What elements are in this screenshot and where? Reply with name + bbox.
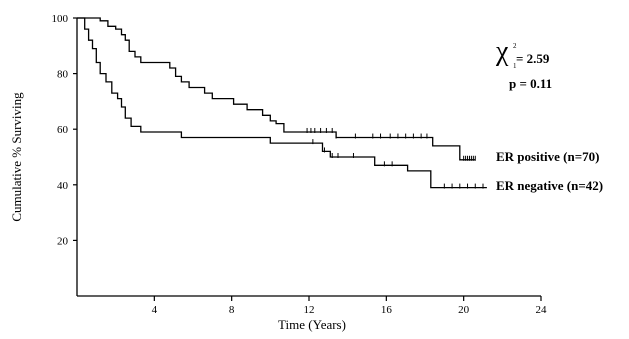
x-tick-label: 24 <box>536 304 548 316</box>
y-tick-label: 40 <box>57 180 69 192</box>
y-tick-label: 80 <box>57 69 69 81</box>
chi-square-subscript: 1 <box>513 62 517 70</box>
chi-square-symbol: χ <box>495 36 509 67</box>
chi-square-superscript: 2 <box>513 42 517 50</box>
x-tick-label: 12 <box>304 304 315 316</box>
y-axis-title: Cumulative % Surviving <box>9 92 24 222</box>
survival-curve-er-positive <box>77 17 476 161</box>
y-tick-label: 100 <box>52 13 69 25</box>
x-tick-label: 16 <box>381 304 393 316</box>
series-label-er-negative: ER negative (n=42) <box>496 178 603 193</box>
y-tick-label: 20 <box>57 235 69 247</box>
chi-square-value: = 2.59 <box>516 51 550 66</box>
survival-curve-er-negative <box>77 17 487 189</box>
p-value: p = 0.11 <box>509 76 552 91</box>
x-tick-label: 20 <box>458 304 470 316</box>
x-tick-label: 4 <box>152 304 158 316</box>
x-tick-label: 8 <box>229 304 235 316</box>
x-axis-title: Time (Years) <box>278 317 346 332</box>
y-tick-label: 60 <box>57 124 69 136</box>
series-label-er-positive: ER positive (n=70) <box>496 149 599 164</box>
series-layer <box>77 17 487 189</box>
